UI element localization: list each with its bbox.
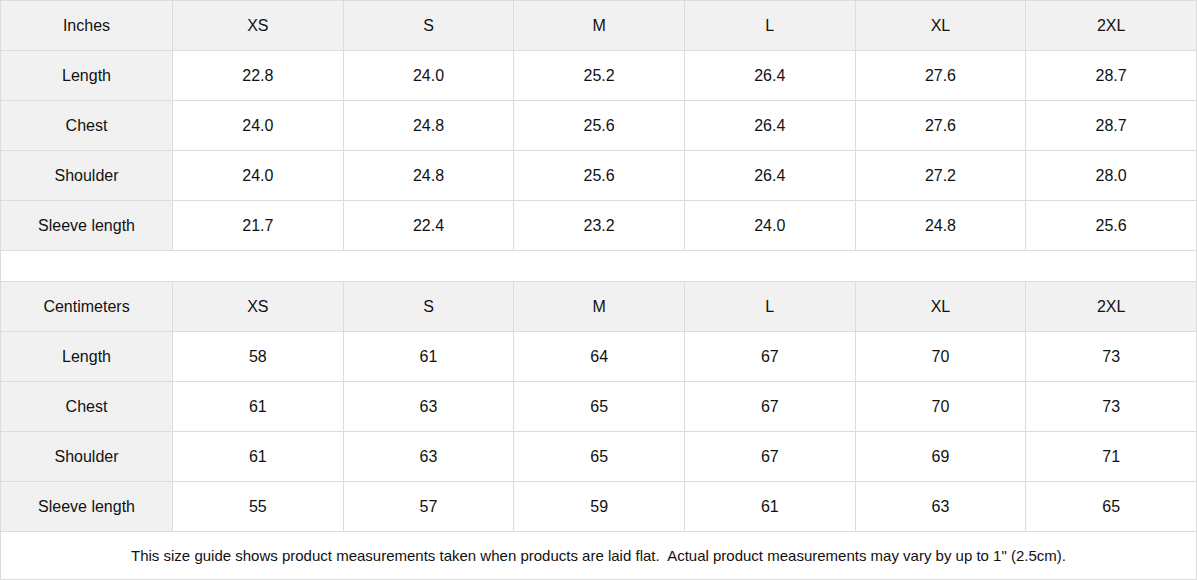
value-cell: 73 [1026, 332, 1197, 382]
table-row: Chest616365677073 [1, 382, 1197, 432]
value-cell: 61 [684, 482, 855, 532]
value-cell: 22.8 [173, 51, 344, 101]
value-cell: 65 [1026, 482, 1197, 532]
size-header-cell: 2XL [1026, 282, 1197, 332]
size-header-cell: 2XL [1026, 1, 1197, 51]
value-cell: 73 [1026, 382, 1197, 432]
value-cell: 24.0 [343, 51, 514, 101]
value-cell: 26.4 [684, 101, 855, 151]
unit-header-cell: Inches [1, 1, 173, 51]
size-header-cell: M [514, 282, 685, 332]
size-header-cell: XS [173, 1, 344, 51]
value-cell: 26.4 [684, 51, 855, 101]
value-cell: 58 [173, 332, 344, 382]
header-row: InchesXSSMLXL2XL [1, 1, 1197, 51]
value-cell: 65 [514, 432, 685, 482]
table-row: Length586164677073 [1, 332, 1197, 382]
row-label-cell: Sleeve length [1, 482, 173, 532]
value-cell: 67 [684, 382, 855, 432]
value-cell: 21.7 [173, 201, 344, 251]
value-cell: 64 [514, 332, 685, 382]
value-cell: 27.6 [855, 51, 1026, 101]
row-label-cell: Length [1, 51, 173, 101]
value-cell: 22.4 [343, 201, 514, 251]
value-cell: 67 [684, 432, 855, 482]
size-header-cell: XS [173, 282, 344, 332]
value-cell: 23.2 [514, 201, 685, 251]
table-row: Chest24.024.825.626.427.628.7 [1, 101, 1197, 151]
table-row: Sleeve length21.722.423.224.024.825.6 [1, 201, 1197, 251]
value-cell: 70 [855, 382, 1026, 432]
table-row: Sleeve length555759616365 [1, 482, 1197, 532]
centimeters-size-table: CentimetersXSSMLXL2XLLength586164677073C… [0, 281, 1197, 532]
size-header-cell: L [684, 1, 855, 51]
value-cell: 27.6 [855, 101, 1026, 151]
table-row: Length22.824.025.226.427.628.7 [1, 51, 1197, 101]
value-cell: 25.6 [514, 151, 685, 201]
value-cell: 28.7 [1026, 51, 1197, 101]
value-cell: 70 [855, 332, 1026, 382]
value-cell: 65 [514, 382, 685, 432]
table-gap [0, 251, 1197, 281]
value-cell: 24.0 [173, 151, 344, 201]
value-cell: 24.8 [343, 151, 514, 201]
value-cell: 61 [343, 332, 514, 382]
value-cell: 24.8 [855, 201, 1026, 251]
value-cell: 59 [514, 482, 685, 532]
value-cell: 63 [343, 432, 514, 482]
value-cell: 61 [173, 382, 344, 432]
value-cell: 28.7 [1026, 101, 1197, 151]
table-row: Shoulder616365676971 [1, 432, 1197, 482]
row-label-cell: Shoulder [1, 432, 173, 482]
size-header-cell: S [343, 282, 514, 332]
value-cell: 63 [855, 482, 1026, 532]
value-cell: 26.4 [684, 151, 855, 201]
value-cell: 24.0 [173, 101, 344, 151]
row-label-cell: Shoulder [1, 151, 173, 201]
row-label-cell: Chest [1, 101, 173, 151]
value-cell: 63 [343, 382, 514, 432]
row-label-cell: Sleeve length [1, 201, 173, 251]
size-guide-panel: InchesXSSMLXL2XLLength22.824.025.226.427… [0, 0, 1197, 580]
table-row: Shoulder24.024.825.626.427.228.0 [1, 151, 1197, 201]
value-cell: 25.2 [514, 51, 685, 101]
value-cell: 57 [343, 482, 514, 532]
size-header-cell: M [514, 1, 685, 51]
size-header-cell: XL [855, 282, 1026, 332]
value-cell: 24.0 [684, 201, 855, 251]
size-header-cell: XL [855, 1, 1026, 51]
size-header-cell: L [684, 282, 855, 332]
inches-size-table: InchesXSSMLXL2XLLength22.824.025.226.427… [0, 0, 1197, 251]
value-cell: 69 [855, 432, 1026, 482]
value-cell: 28.0 [1026, 151, 1197, 201]
value-cell: 67 [684, 332, 855, 382]
size-guide-note: This size guide shows product measuremen… [0, 532, 1197, 580]
value-cell: 71 [1026, 432, 1197, 482]
unit-header-cell: Centimeters [1, 282, 173, 332]
row-label-cell: Length [1, 332, 173, 382]
header-row: CentimetersXSSMLXL2XL [1, 282, 1197, 332]
value-cell: 24.8 [343, 101, 514, 151]
value-cell: 25.6 [514, 101, 685, 151]
value-cell: 61 [173, 432, 344, 482]
row-label-cell: Chest [1, 382, 173, 432]
size-header-cell: S [343, 1, 514, 51]
value-cell: 27.2 [855, 151, 1026, 201]
value-cell: 25.6 [1026, 201, 1197, 251]
value-cell: 55 [173, 482, 344, 532]
